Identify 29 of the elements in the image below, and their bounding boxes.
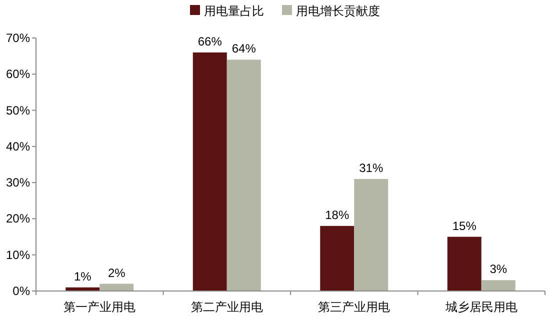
- bar: [447, 236, 482, 291]
- data-label: 15%: [452, 218, 477, 233]
- bar: [481, 280, 516, 291]
- y-tick-label: 10%: [6, 248, 30, 262]
- data-label: 31%: [359, 160, 384, 175]
- x-tick-label: 第一产业用电: [64, 300, 136, 314]
- data-label: 3%: [490, 262, 508, 276]
- data-label: 2%: [108, 266, 126, 280]
- bar: [320, 226, 354, 291]
- bar: [354, 178, 388, 291]
- y-tick-label: 0%: [12, 284, 30, 298]
- y-tick-label: 20%: [6, 212, 30, 226]
- bar: [192, 52, 227, 291]
- data-label: 64%: [232, 42, 256, 56]
- data-label: 66%: [198, 34, 222, 48]
- bar: [226, 60, 261, 291]
- y-tick-label: 40%: [6, 139, 30, 154]
- data-label: 18%: [325, 208, 350, 222]
- y-tick-label: 70%: [6, 31, 30, 45]
- legend-label: 用电增长贡献度: [296, 4, 380, 18]
- x-tick-label: 第二产业用电: [190, 300, 263, 314]
- x-tick-label: 第三产业用电: [318, 300, 390, 314]
- data-label: 1%: [74, 269, 92, 284]
- y-tick-label: 50%: [6, 103, 30, 118]
- legend-label: 用电量占比: [204, 4, 264, 18]
- y-tick-label: 30%: [6, 176, 30, 190]
- bar: [100, 284, 134, 291]
- x-tick-label: 城乡居民用电: [444, 300, 518, 314]
- y-tick-label: 60%: [6, 67, 30, 82]
